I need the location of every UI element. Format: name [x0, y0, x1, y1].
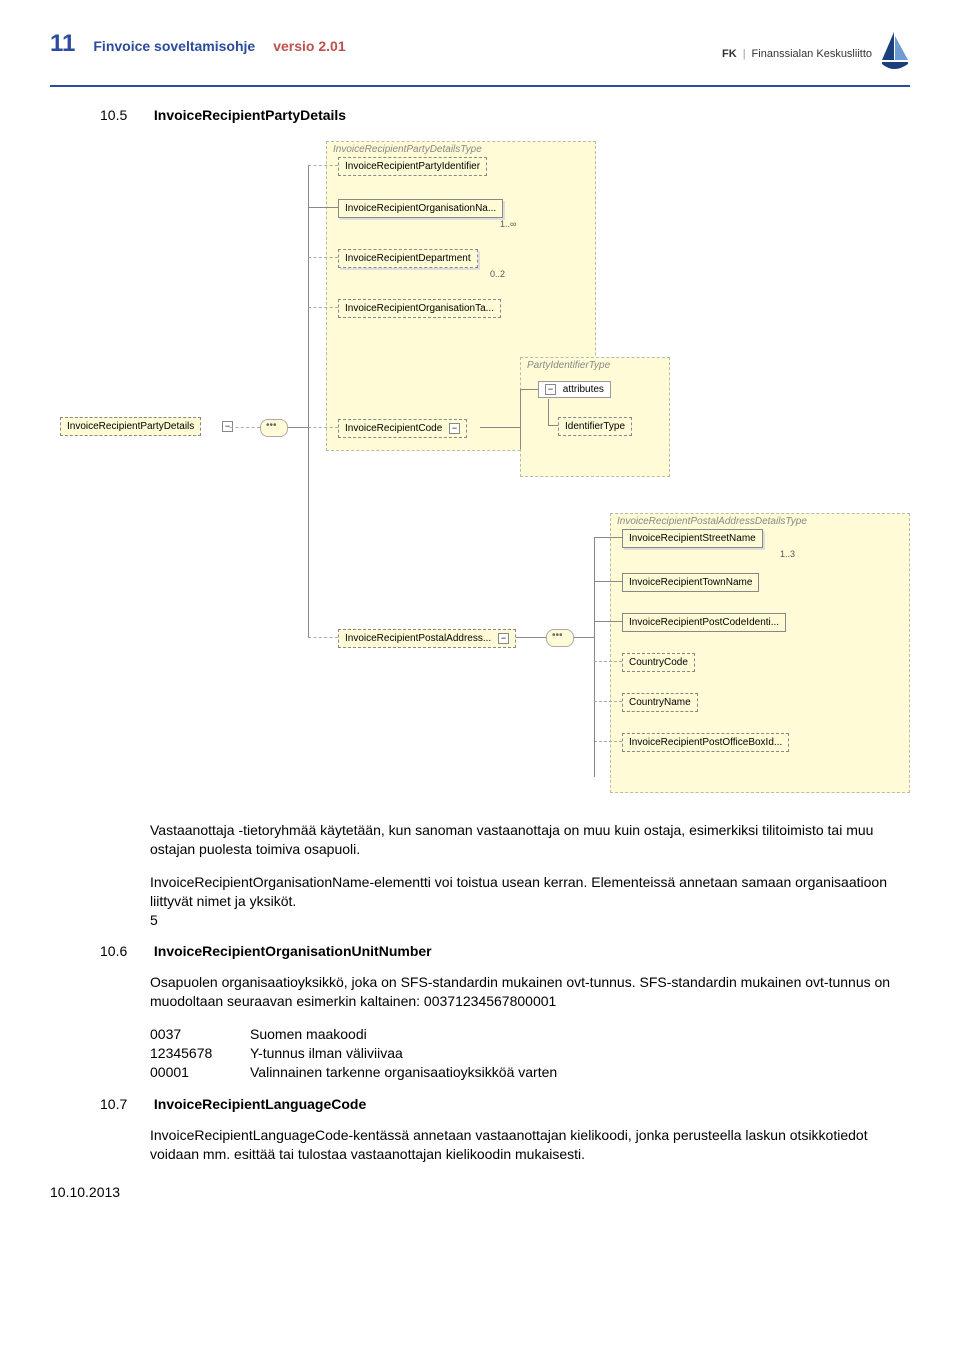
paragraph-text: InvoiceRecipientOrganisationName-element…	[150, 874, 887, 909]
desc-cell: Valinnainen tarkenne organisaatioyksikkö…	[250, 1063, 557, 1082]
collapse-toggle-icon: −	[545, 384, 556, 395]
body-paragraph: Vastaanottaja -tietoryhmää käytetään, ku…	[150, 821, 910, 859]
schema-element: InvoiceRecipientCode −	[338, 419, 467, 438]
type-label: InvoiceRecipientPartyDetailsType	[333, 144, 482, 155]
page-header: 11 Finvoice soveltamisohje versio 2.01 F…	[50, 30, 910, 77]
schema-element: InvoiceRecipientPostalAddress... −	[338, 629, 516, 648]
paragraph-text: 5	[150, 912, 158, 928]
cardinality: 0..2	[490, 269, 505, 279]
section-title: InvoiceRecipientOrganisationUnitNumber	[154, 943, 432, 959]
code-table: 0037Suomen maakoodi12345678Y-tunnus ilma…	[150, 1025, 910, 1082]
code-cell: 12345678	[150, 1044, 250, 1063]
section-title: InvoiceRecipientLanguageCode	[154, 1096, 366, 1112]
schema-element: InvoiceRecipientOrganisationTa...	[338, 299, 501, 318]
expand-toggle-icon: −	[449, 423, 460, 434]
element-label: InvoiceRecipientPostalAddress...	[345, 633, 491, 644]
sequence-icon	[546, 629, 574, 647]
section-heading: 10.7 InvoiceRecipientLanguageCode	[100, 1096, 910, 1112]
header-left: 11 Finvoice soveltamisohje versio 2.01	[50, 30, 346, 58]
attributes-box: − attributes	[538, 381, 611, 398]
header-right: FK | Finanssialan Keskusliitto	[722, 30, 910, 77]
table-row: 00001Valinnainen tarkenne organisaatioyk…	[150, 1063, 910, 1082]
schema-diagram: InvoiceRecipientPartyDetails − InvoiceRe…	[150, 137, 950, 797]
table-row: 12345678Y-tunnus ilman väliviivaa	[150, 1044, 910, 1063]
cardinality: 1..3	[780, 549, 795, 559]
section-number: 10.5	[100, 107, 150, 123]
footer-date: 10.10.2013	[50, 1184, 910, 1200]
sequence-icon	[260, 419, 288, 437]
schema-element: CountryCode	[622, 653, 695, 672]
schema-element: InvoiceRecipientPostOfficeBoxId...	[622, 733, 789, 752]
schema-element: InvoiceRecipientTownName	[622, 573, 759, 592]
header-rule	[50, 85, 910, 87]
section-number: 10.6	[100, 943, 150, 959]
org-text: Finanssialan Keskusliitto	[752, 48, 872, 60]
type-label: PartyIdentifierType	[527, 360, 610, 371]
section-heading: 10.5 InvoiceRecipientPartyDetails	[100, 107, 910, 123]
desc-cell: Suomen maakoodi	[250, 1025, 367, 1044]
section-number: 10.7	[100, 1096, 150, 1112]
schema-element: CountryName	[622, 693, 698, 712]
section-title: InvoiceRecipientPartyDetails	[154, 107, 346, 123]
schema-element: InvoiceRecipientOrganisationNa...	[338, 199, 503, 218]
schema-element: IdentifierType	[558, 417, 632, 436]
expand-toggle-icon: −	[498, 633, 509, 644]
cardinality: 1..∞	[500, 219, 516, 229]
body-paragraph: InvoiceRecipientOrganisationName-element…	[150, 873, 910, 930]
body-paragraph: InvoiceRecipientLanguageCode-kentässä an…	[150, 1126, 910, 1164]
schema-element: InvoiceRecipientDepartment	[338, 249, 478, 268]
code-cell: 0037	[150, 1025, 250, 1044]
schema-element: InvoiceRecipientPartyIdentifier	[338, 157, 487, 176]
desc-cell: Y-tunnus ilman väliviivaa	[250, 1044, 403, 1063]
section-heading: 10.6 InvoiceRecipientOrganisationUnitNum…	[100, 943, 910, 959]
schema-element: InvoiceRecipientStreetName	[622, 529, 763, 548]
page-number: 11	[50, 30, 75, 58]
org-prefix: FK	[722, 48, 737, 60]
root-element: InvoiceRecipientPartyDetails	[60, 417, 201, 436]
sail-logo-icon	[878, 30, 910, 77]
element-label: InvoiceRecipientCode	[345, 423, 442, 434]
type-label: InvoiceRecipientPostalAddressDetailsType	[617, 516, 807, 527]
body-paragraph: Osapuolen organisaatioyksikkö, joka on S…	[150, 973, 910, 1011]
document-page: 11 Finvoice soveltamisohje versio 2.01 F…	[0, 0, 960, 1230]
doc-version: versio 2.01	[273, 38, 345, 54]
code-cell: 00001	[150, 1063, 250, 1082]
schema-element: InvoiceRecipientPostCodeIdenti...	[622, 613, 786, 632]
attributes-label: attributes	[563, 384, 604, 395]
table-row: 0037Suomen maakoodi	[150, 1025, 910, 1044]
doc-title: Finvoice soveltamisohje	[93, 38, 255, 54]
